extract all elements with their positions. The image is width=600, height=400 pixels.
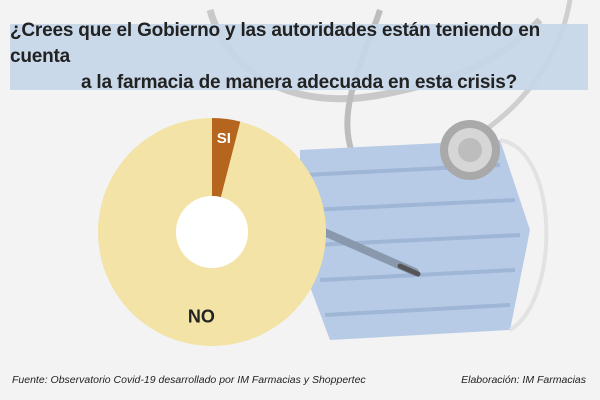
slice-label-no: NO xyxy=(188,306,215,326)
slice-si xyxy=(212,118,241,198)
credit-note: Elaboración: IM Farmacias xyxy=(461,374,586,386)
slice-label-si: SI xyxy=(217,130,231,147)
slice-no xyxy=(97,117,326,346)
chart-title-line2: a la farmacia de manera adecuada en esta… xyxy=(80,72,518,93)
donut-hole xyxy=(176,196,248,268)
title-banner: ¿Crees que el Gobierno y las autoridades… xyxy=(10,20,588,93)
chart-title-line1: ¿Crees que el Gobierno y las autoridades… xyxy=(10,20,541,67)
source-note: Fuente: Observatorio Covid-19 desarrolla… xyxy=(12,374,366,386)
